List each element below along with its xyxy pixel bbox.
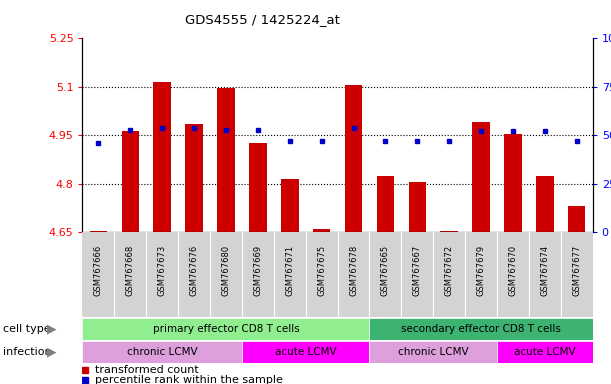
Bar xyxy=(472,122,490,232)
Text: GSM767670: GSM767670 xyxy=(508,245,518,296)
Text: GSM767667: GSM767667 xyxy=(413,245,422,296)
Bar xyxy=(313,229,331,232)
Bar xyxy=(409,182,426,232)
Bar xyxy=(217,88,235,232)
Text: acute LCMV: acute LCMV xyxy=(275,347,337,357)
Text: GSM767674: GSM767674 xyxy=(540,245,549,296)
Bar xyxy=(345,85,362,232)
Bar xyxy=(504,134,522,232)
Bar xyxy=(536,176,554,232)
Bar xyxy=(82,341,242,363)
Text: chronic LCMV: chronic LCMV xyxy=(127,347,197,357)
Bar xyxy=(441,231,458,232)
Bar xyxy=(370,318,593,340)
Text: GSM767677: GSM767677 xyxy=(573,245,581,296)
Text: primary effector CD8 T cells: primary effector CD8 T cells xyxy=(153,324,299,334)
Text: secondary effector CD8 T cells: secondary effector CD8 T cells xyxy=(401,324,561,334)
Text: percentile rank within the sample: percentile rank within the sample xyxy=(95,375,283,384)
Text: GSM767673: GSM767673 xyxy=(158,245,167,296)
Text: infection: infection xyxy=(3,347,52,357)
Text: acute LCMV: acute LCMV xyxy=(514,347,576,357)
Bar xyxy=(281,179,299,232)
Text: GSM767675: GSM767675 xyxy=(317,245,326,296)
Text: GSM767680: GSM767680 xyxy=(221,245,230,296)
Text: GSM767666: GSM767666 xyxy=(94,245,103,296)
Bar xyxy=(376,176,394,232)
Bar xyxy=(82,318,370,340)
Text: ▶: ▶ xyxy=(47,322,57,335)
Bar xyxy=(185,124,203,232)
Text: GSM767678: GSM767678 xyxy=(349,245,358,296)
Bar xyxy=(568,207,585,232)
Text: GSM767668: GSM767668 xyxy=(126,245,135,296)
Text: GSM767665: GSM767665 xyxy=(381,245,390,296)
Text: GDS4555 / 1425224_at: GDS4555 / 1425224_at xyxy=(185,13,340,26)
Text: ▶: ▶ xyxy=(47,345,57,358)
Text: cell type: cell type xyxy=(3,324,51,334)
Text: GSM767669: GSM767669 xyxy=(254,245,262,296)
Text: transformed count: transformed count xyxy=(95,364,199,375)
Text: chronic LCMV: chronic LCMV xyxy=(398,347,469,357)
Bar xyxy=(497,341,593,363)
Bar xyxy=(122,131,139,232)
Text: GSM767679: GSM767679 xyxy=(477,245,486,296)
Text: GSM767671: GSM767671 xyxy=(285,245,295,296)
Bar xyxy=(242,341,370,363)
Bar xyxy=(370,341,497,363)
Bar xyxy=(153,82,171,232)
Bar xyxy=(249,144,266,232)
Text: GSM767676: GSM767676 xyxy=(189,245,199,296)
Text: GSM767672: GSM767672 xyxy=(445,245,454,296)
Bar xyxy=(90,231,107,232)
